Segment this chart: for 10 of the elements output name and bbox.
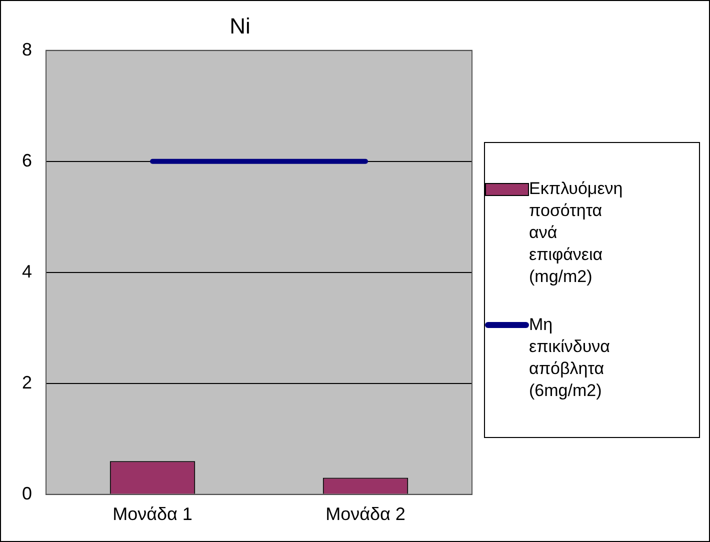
y-tick-label: 2 (22, 372, 32, 392)
x-tick-label: Μονάδα 1 (112, 504, 192, 524)
legend-label: Μη επικίνδυνα απόβλητα (6mg/m2) (529, 314, 610, 402)
chart-title: Ni (230, 13, 250, 38)
legend-label: Εκπλυόμενη ποσότητα ανά επιφάνεια (mg/m2) (529, 178, 623, 288)
y-tick-label: 4 (22, 261, 32, 282)
y-tick-label: 6 (22, 150, 32, 170)
y-tick-label: 8 (22, 39, 32, 60)
y-tick-label: 0 (22, 483, 32, 504)
x-tick-label: Μονάδα 2 (326, 504, 406, 524)
